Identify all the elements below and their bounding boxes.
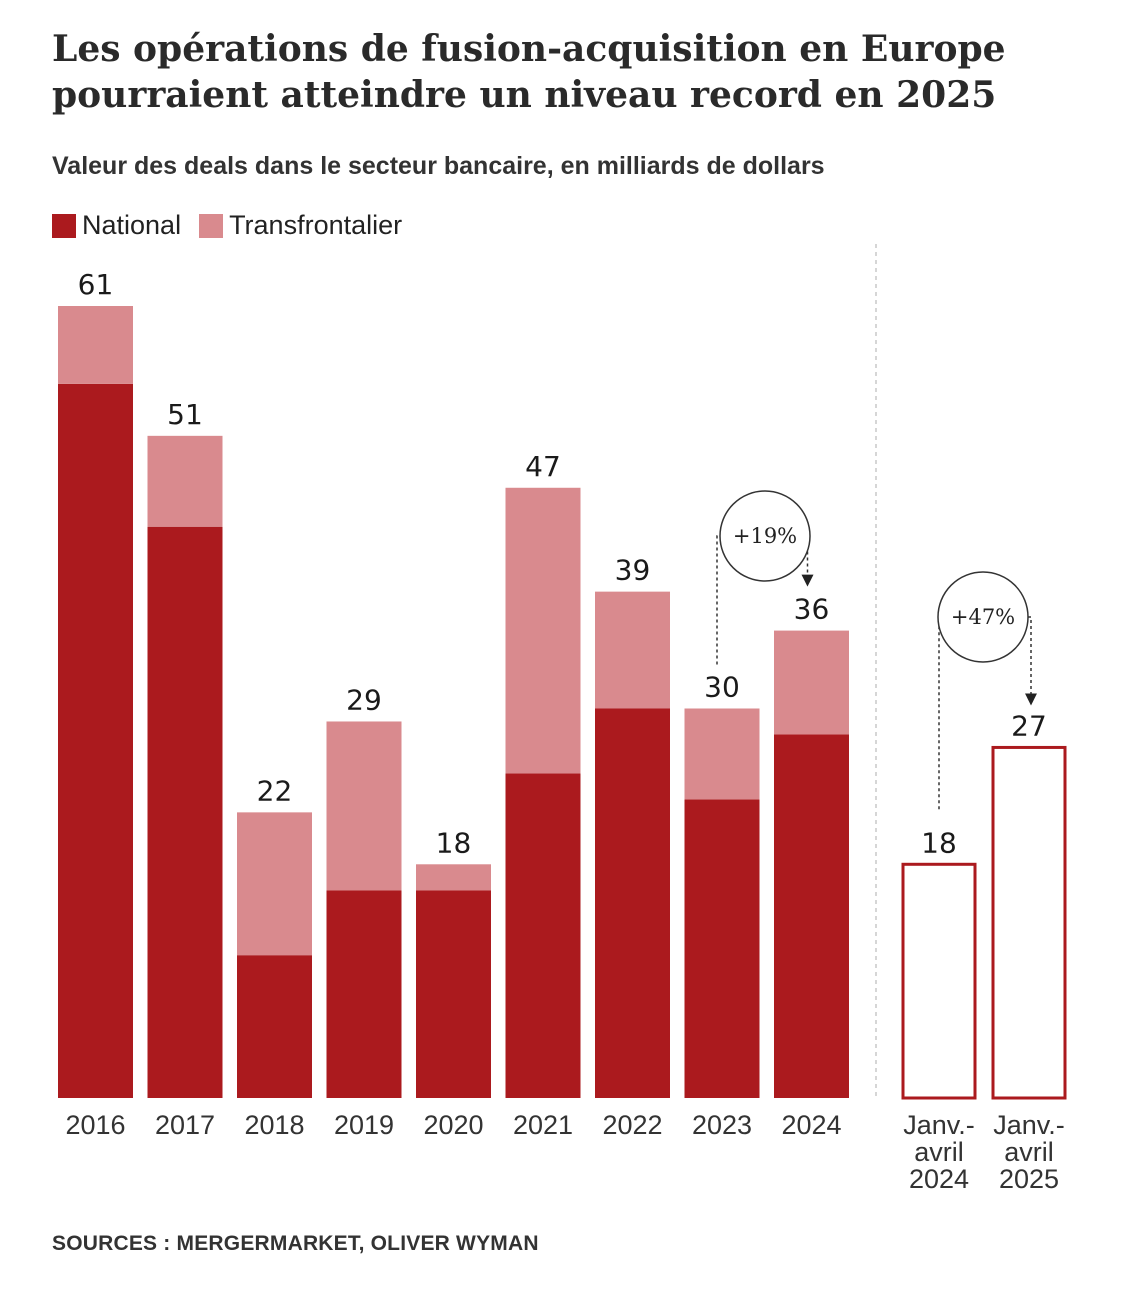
bar-transfrontalier-2016	[58, 306, 133, 384]
legend-label-transfrontalier: Transfrontalier	[229, 210, 403, 240]
legend-item-national: National	[52, 210, 181, 241]
x-tick-2024: 2024	[781, 1110, 841, 1140]
x-tick-2017: 2017	[155, 1110, 215, 1140]
annotation-periods-connector-start	[938, 616, 940, 810]
value-label-2020: 18	[436, 826, 472, 859]
value-label-2023: 30	[704, 670, 740, 703]
value-label-2021: 47	[525, 450, 561, 483]
bar-national-2017	[147, 526, 223, 1098]
x-tick-2022: 2022	[602, 1110, 662, 1140]
bar-period-2	[991, 745, 1067, 1100]
x-tick-period-2-line-3: 2025	[999, 1164, 1059, 1194]
value-label-2024: 36	[794, 593, 830, 626]
x-tick-2020: 2020	[423, 1110, 483, 1140]
legend-swatch-transfrontalier	[199, 213, 224, 238]
x-tick-2018: 2018	[244, 1110, 304, 1140]
bar-transfrontalier-2018	[237, 812, 312, 956]
x-tick-period-2-line-2: avril	[1004, 1137, 1054, 1167]
bar-national-2016	[58, 383, 133, 1099]
bar-transfrontalier-2019	[326, 721, 402, 891]
chart-title: Les opérations de fusion-acquisition en …	[52, 28, 1006, 116]
legend-swatch-national	[52, 213, 76, 238]
x-tick-period-2-line-1: Janv.-	[993, 1110, 1065, 1140]
value-label-period-1: 18	[921, 826, 957, 859]
x-tick-2016: 2016	[65, 1110, 125, 1140]
value-label-2018: 22	[257, 774, 293, 807]
bar-transfrontalier-2023	[684, 708, 760, 800]
value-label-2022: 39	[615, 554, 651, 587]
value-label-2016: 61	[78, 268, 114, 301]
annotation-2023-2024-circle	[719, 490, 811, 582]
annotation-periods-connector-end	[1025, 616, 1037, 706]
bar-national-2023	[684, 799, 760, 1098]
annotation-periods-label: +47%	[951, 605, 1015, 629]
bar-transfrontalier-2024	[774, 630, 849, 735]
legend: National Transfrontalier	[52, 210, 420, 241]
bar-national-2021	[505, 773, 581, 1098]
legend-label-national: National	[82, 210, 182, 240]
legend-item-transfrontalier: Transfrontalier	[199, 210, 402, 241]
bar-national-2024	[774, 734, 849, 1098]
value-label-period-2: 27	[1011, 709, 1047, 742]
annotation-periods-circle	[937, 571, 1029, 663]
bar-transfrontalier-2020	[416, 864, 491, 891]
bar-national-2018	[237, 955, 312, 1098]
x-tick-2021: 2021	[513, 1110, 573, 1140]
chart-subtitle: Valeur des deals dans le secteur bancair…	[52, 152, 825, 180]
value-label-2017: 51	[167, 398, 203, 431]
x-tick-period-1-line-1: Janv.-	[903, 1110, 975, 1140]
bar-transfrontalier-2017	[147, 435, 223, 527]
annotation-2023-2024-connector-start	[716, 535, 720, 665]
bar-period-1	[901, 862, 977, 1100]
bar-national-2020	[416, 890, 491, 1098]
sources-note: SOURCES : MERGERMARKET, OLIVER WYMAN	[52, 1232, 539, 1255]
bar-transfrontalier-2021	[505, 487, 581, 774]
x-tick-2019: 2019	[334, 1110, 394, 1140]
value-label-2019: 29	[346, 683, 382, 716]
bar-national-2019	[326, 890, 402, 1098]
bar-transfrontalier-2022	[595, 591, 670, 709]
x-tick-2023: 2023	[692, 1110, 752, 1140]
x-tick-period-1-line-3: 2024	[909, 1164, 969, 1194]
x-tick-period-1-line-2: avril	[914, 1137, 964, 1167]
bar-national-2022	[595, 708, 670, 1098]
annotation-2023-2024-label: +19%	[733, 524, 797, 548]
